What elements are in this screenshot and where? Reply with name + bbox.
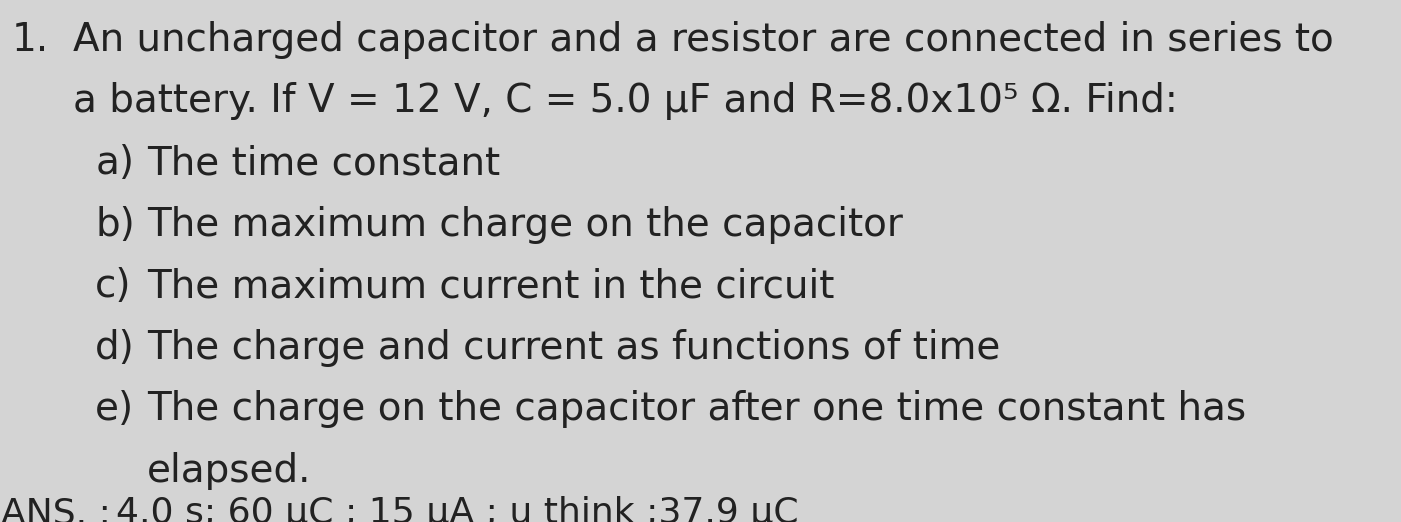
Text: elapsed.: elapsed. xyxy=(147,452,311,490)
Text: a battery. If V = 12 V, C = 5.0 μF and R=8.0x10⁵ Ω. Find:: a battery. If V = 12 V, C = 5.0 μF and R… xyxy=(73,82,1178,121)
Text: The maximum charge on the capacitor: The maximum charge on the capacitor xyxy=(147,206,904,244)
Text: The charge on the capacitor after one time constant has: The charge on the capacitor after one ti… xyxy=(147,390,1247,429)
Text: 4.0 s; 60 μC ; 15 μA ; u think ;37.9 μC: 4.0 s; 60 μC ; 15 μA ; u think ;37.9 μC xyxy=(116,496,799,522)
Text: 1.: 1. xyxy=(11,21,49,59)
Text: b): b) xyxy=(95,206,134,244)
Text: ANS. :: ANS. : xyxy=(1,496,111,522)
Text: The charge and current as functions of time: The charge and current as functions of t… xyxy=(147,329,1000,367)
Text: e): e) xyxy=(95,390,134,429)
Text: c): c) xyxy=(95,267,132,305)
Text: An uncharged capacitor and a resistor are connected in series to: An uncharged capacitor and a resistor ar… xyxy=(73,21,1334,59)
Text: a): a) xyxy=(95,144,134,182)
Text: The time constant: The time constant xyxy=(147,144,500,182)
Text: The maximum current in the circuit: The maximum current in the circuit xyxy=(147,267,835,305)
Text: d): d) xyxy=(95,329,134,367)
